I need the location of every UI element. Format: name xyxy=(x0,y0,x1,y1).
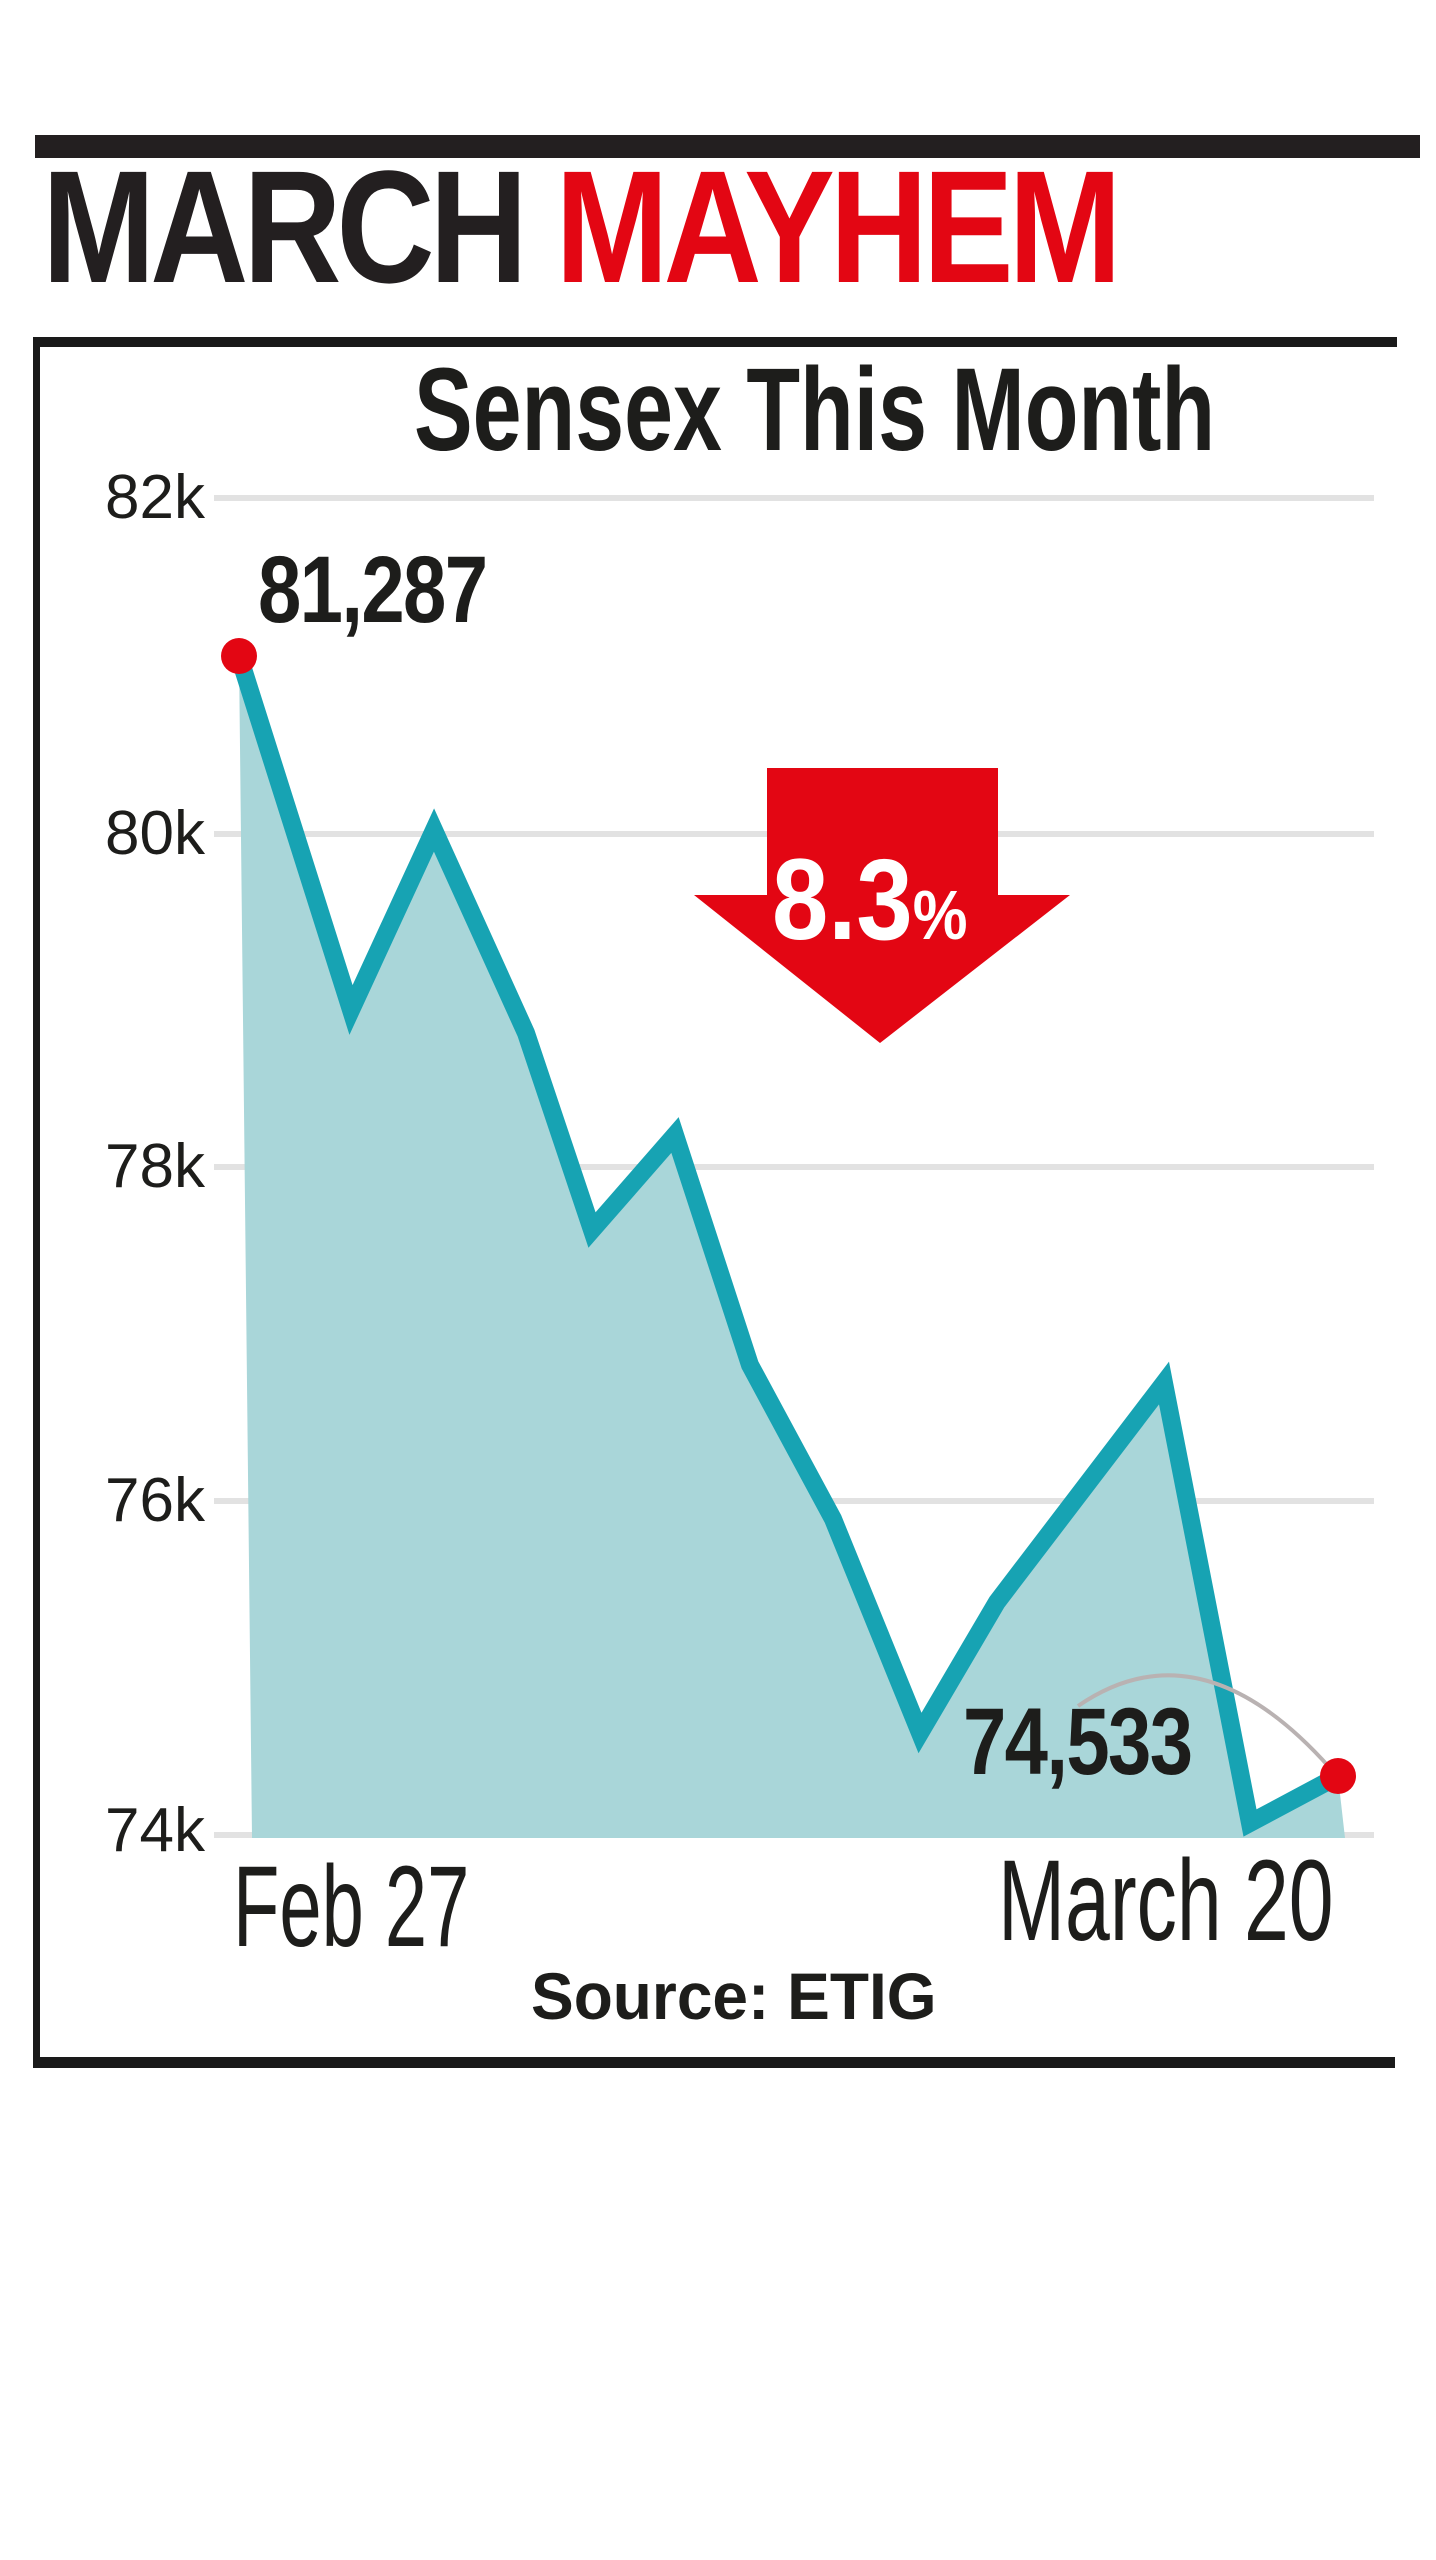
annotation-arc xyxy=(1076,1673,1332,1770)
x-axis-label-feb27: Feb 27 xyxy=(233,1843,470,1971)
headline: MARCH MAYHEM xyxy=(42,147,1122,307)
chart-title: Sensex This Month xyxy=(414,344,1216,476)
data-point-start xyxy=(221,638,257,674)
y-axis-label-76k: 76k xyxy=(105,1466,205,1535)
trend-line xyxy=(230,653,1343,1837)
start-value-label: 81,287 xyxy=(258,537,488,643)
y-axis-label-82k: 82k xyxy=(105,463,205,532)
area-fill xyxy=(239,656,1345,1838)
x-axis-label-march20: March 20 xyxy=(998,1837,1334,1965)
y-axis-label-78k: 78k xyxy=(105,1132,205,1201)
chart-box-border-top xyxy=(33,337,1397,347)
source-label: Source: ETIG xyxy=(531,1959,937,2033)
headline-word-march: MARCH xyxy=(42,137,528,316)
chart-box-border-left xyxy=(33,337,40,2068)
decline-pct: 8.3 xyxy=(772,836,913,964)
chart-box-border-bottom xyxy=(33,2057,1395,2068)
y-axis-label-80k: 80k xyxy=(105,799,205,868)
decline-pct-sign: % xyxy=(912,876,968,954)
end-value-label: 74,533 xyxy=(963,1689,1193,1795)
headline-word-mayhem: MAYHEM xyxy=(555,137,1121,316)
headline-top-bar xyxy=(35,135,1420,158)
decline-arrow-label: 8.3% xyxy=(772,843,967,992)
y-axis-label-74k: 74k xyxy=(105,1796,205,1865)
data-point-end xyxy=(1320,1758,1356,1794)
decline-arrow xyxy=(694,768,1070,1043)
